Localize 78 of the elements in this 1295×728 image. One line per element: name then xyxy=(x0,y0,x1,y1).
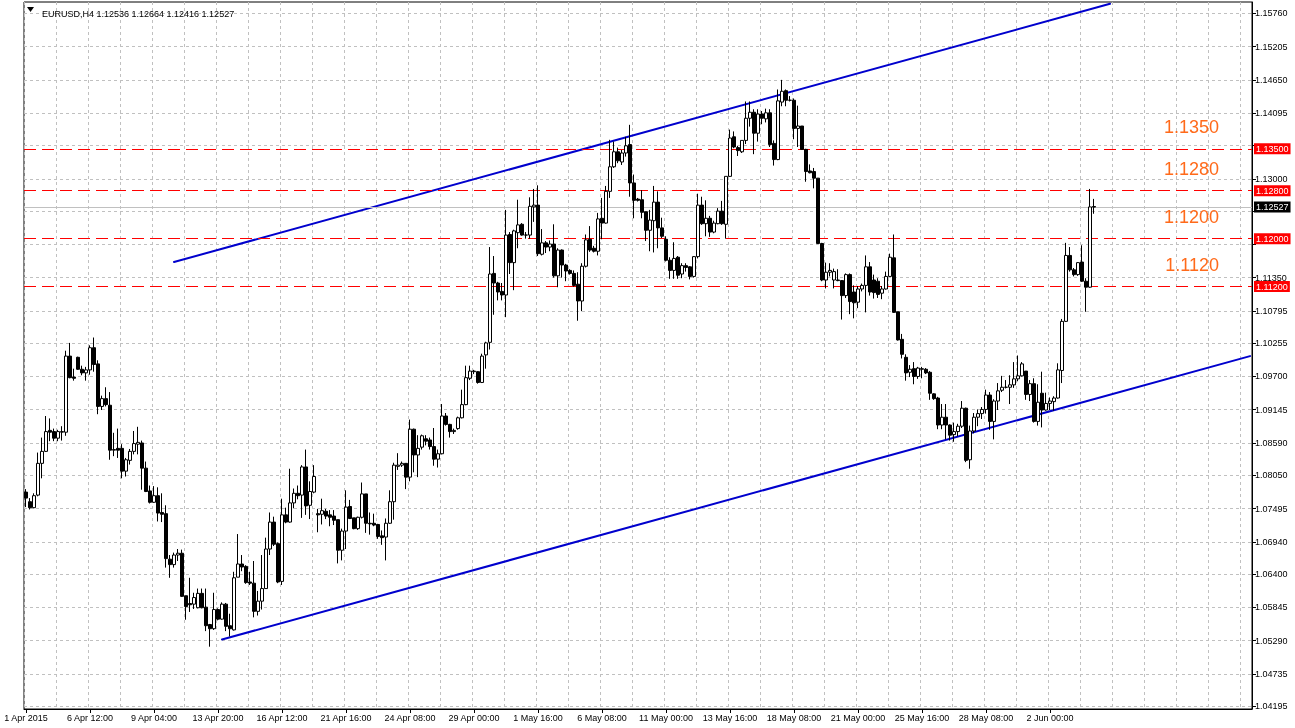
candlestick xyxy=(704,199,708,237)
candlestick xyxy=(196,588,200,609)
candlestick xyxy=(656,190,660,249)
y-tick-label: 1.13000 xyxy=(1255,173,1288,184)
x-tick-label: 1 Apr 2015 xyxy=(4,712,48,723)
candlestick xyxy=(652,185,656,253)
candlestick xyxy=(536,184,540,257)
x-tick-label: 13 May 16:00 xyxy=(702,712,758,723)
candlestick xyxy=(504,209,508,318)
y-tick-label: 1.11350 xyxy=(1255,272,1287,283)
x-tick-label: 1 May 16:00 xyxy=(513,712,563,723)
annotation: 1.1200 xyxy=(1163,206,1219,227)
y-tick-label: 1.09145 xyxy=(1255,404,1288,415)
y-tick-label: 1.05845 xyxy=(1255,602,1288,613)
y-tick-label: 1.14650 xyxy=(1255,74,1288,85)
annotation: 1.1350 xyxy=(1163,116,1219,137)
candlestick xyxy=(304,449,308,516)
ref-line-label: 1.12000 xyxy=(1256,233,1289,244)
y-tick-label: 1.08050 xyxy=(1255,470,1288,481)
candlestick xyxy=(328,509,332,527)
candlestick xyxy=(288,468,292,524)
x-tick-label: 6 May 08:00 xyxy=(577,712,627,723)
y-tick-label: 1.05290 xyxy=(1255,635,1288,646)
ref-line-label: 1.13500 xyxy=(1256,143,1289,154)
y-tick-label: 1.09700 xyxy=(1255,371,1288,382)
candlestick xyxy=(1032,377,1036,424)
y-tick-label: 1.08590 xyxy=(1255,437,1288,448)
ref-line-label: 1.12800 xyxy=(1256,185,1289,196)
x-tick-label: 18 May 08:00 xyxy=(766,712,822,723)
candlestick xyxy=(952,422,956,443)
x-tick-label: 13 Apr 20:00 xyxy=(192,712,244,723)
x-tick-label: 11 May 00:00 xyxy=(639,712,693,723)
y-tick-label: 1.10255 xyxy=(1255,338,1288,349)
x-tick-label: 28 May 08:00 xyxy=(958,712,1014,723)
candlestick xyxy=(76,356,80,371)
candlestick xyxy=(920,366,924,379)
candlestick xyxy=(916,366,920,380)
x-tick-label: 25 May 16:00 xyxy=(894,712,950,723)
x-tick-label: 6 Apr 12:00 xyxy=(66,712,114,723)
candlestick xyxy=(156,486,160,522)
y-tick-label: 1.15760 xyxy=(1255,8,1288,19)
y-tick-label: 1.04195 xyxy=(1255,701,1288,712)
candlestick xyxy=(912,361,916,385)
candlestick xyxy=(672,241,676,280)
candlestick xyxy=(280,498,284,586)
x-tick-label: 9 Apr 04:00 xyxy=(130,712,178,723)
candlestick xyxy=(1040,371,1044,428)
candlestick xyxy=(1048,396,1052,411)
x-tick-label: 16 Apr 12:00 xyxy=(256,712,308,723)
x-tick-label: 29 Apr 00:00 xyxy=(448,712,500,723)
candlestick xyxy=(944,403,948,440)
y-tick-label: 1.14095 xyxy=(1255,108,1288,119)
y-tick-label: 1.10795 xyxy=(1255,305,1288,316)
candlestick xyxy=(928,370,932,401)
ref-line-label: 1.12527 xyxy=(1256,202,1289,213)
annotation: 1.1280 xyxy=(1163,158,1219,179)
ref-line-label: 1.11200 xyxy=(1256,281,1288,292)
candlestick xyxy=(252,560,256,618)
candlestick xyxy=(432,427,436,467)
y-tick-label: 1.06940 xyxy=(1255,536,1288,547)
candlestick xyxy=(864,254,868,313)
x-tick-label: 24 Apr 08:00 xyxy=(384,712,436,723)
candlestick xyxy=(56,429,60,442)
x-tick-label: 2 Jun 00:00 xyxy=(1026,712,1074,723)
candlestick xyxy=(848,272,852,315)
candlestick xyxy=(108,391,112,461)
x-tick-label: 21 Apr 16:00 xyxy=(320,712,372,723)
y-tick-label: 1.07495 xyxy=(1255,503,1288,514)
candlestick xyxy=(876,277,880,299)
x-tick-label: 21 May 00:00 xyxy=(830,712,886,723)
y-tick-label: 1.06400 xyxy=(1255,569,1288,580)
y-tick-label: 1.04735 xyxy=(1255,668,1288,679)
y-tick-label: 1.15205 xyxy=(1255,41,1288,52)
candlestick xyxy=(452,428,456,435)
candlestick xyxy=(424,434,428,446)
candlestick xyxy=(936,396,940,430)
text: EURUSD,H4 1.12536 1.12664 1.12416 1.12527 xyxy=(42,8,235,19)
annotation: 1.1120 xyxy=(1165,254,1219,275)
